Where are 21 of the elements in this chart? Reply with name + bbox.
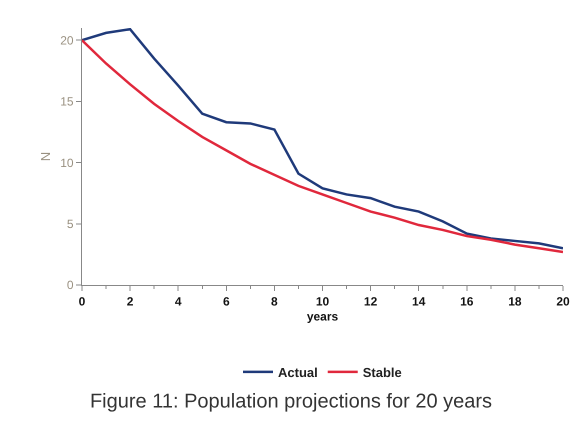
x-tick-label: 2 (126, 294, 134, 308)
x-tick-label: 14 (412, 294, 426, 308)
y-axis-title: N (38, 152, 54, 162)
x-tick-label: 12 (364, 294, 378, 308)
y-tick-label: 20 (60, 33, 74, 48)
text: Figure 11: Population projections for 20 years (90, 390, 492, 412)
y-tick-label: 5 (66, 217, 74, 232)
x-tick-label: 0 (78, 294, 86, 308)
x-tick-label: 18 (508, 294, 522, 308)
x-tick-label: 20 (556, 294, 570, 308)
x-tick-label: 6 (222, 294, 230, 308)
x-tick-label: 8 (271, 294, 278, 308)
y-tick-label: 0 (66, 278, 74, 292)
y-tick-label: 10 (60, 156, 74, 170)
x-tick-label: 10 (316, 294, 330, 308)
legend-label: Actual (278, 364, 318, 380)
legend-label: Stable (362, 364, 402, 380)
x-tick-label: 4 (174, 294, 182, 308)
y-tick-label: 15 (60, 94, 74, 109)
x-tick-label: 16 (460, 294, 474, 308)
x-axis-title: years (306, 309, 339, 324)
